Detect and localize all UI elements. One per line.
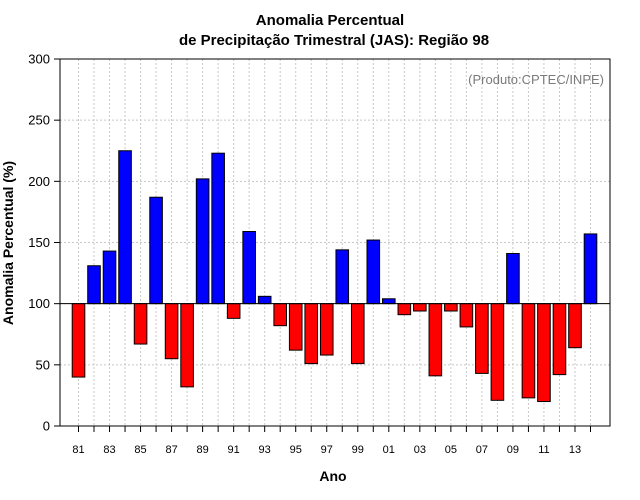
bar-08 bbox=[490, 303, 505, 401]
x-tick-label-93: 93 bbox=[259, 444, 271, 456]
x-tick-label-01: 01 bbox=[383, 444, 395, 456]
x-tick-label-91: 91 bbox=[228, 444, 240, 456]
bar-92 bbox=[242, 230, 256, 305]
x-tick-label-13: 13 bbox=[569, 444, 581, 456]
y-tick-label-50: 50 bbox=[36, 357, 50, 372]
bar-11 bbox=[537, 303, 551, 403]
x-tick-label-99: 99 bbox=[352, 444, 364, 456]
y-axis: 0 50 100 150 200 250 300 bbox=[28, 52, 60, 434]
x-axis: 81 83 85 87 89 91 93 95 97 99 01 03 05 07 09 11 13 bbox=[72, 426, 591, 456]
bar-04 bbox=[428, 303, 443, 377]
bar-01 bbox=[382, 298, 396, 305]
x-tick-label-09: 09 bbox=[507, 444, 519, 456]
x-tick-label-87: 87 bbox=[165, 444, 177, 456]
chart-title-line1: Anomalia Percentual bbox=[256, 12, 404, 29]
bar-99 bbox=[350, 303, 365, 365]
chart-title-line2: de Precipitação Trimestral (JAS): Região… bbox=[179, 32, 489, 49]
bar-91 bbox=[226, 303, 241, 319]
bar-13 bbox=[568, 303, 582, 349]
x-tick-label-05: 05 bbox=[445, 444, 457, 456]
x-axis-label: Ano bbox=[319, 468, 346, 484]
y-axis-label: Anomalia Percentual (%) bbox=[0, 161, 16, 325]
x-tick-label-83: 83 bbox=[103, 444, 115, 456]
bar-14 bbox=[583, 233, 598, 305]
bar-88 bbox=[180, 303, 194, 388]
bar-02 bbox=[397, 303, 412, 316]
bar-12 bbox=[552, 303, 567, 376]
bar-07 bbox=[475, 303, 489, 374]
bar-03 bbox=[413, 303, 427, 312]
x-tick-label-89: 89 bbox=[196, 444, 208, 456]
x-tick-label-95: 95 bbox=[290, 444, 302, 456]
bar-00 bbox=[366, 239, 381, 305]
bar-87 bbox=[164, 303, 179, 360]
y-tick-label-250: 250 bbox=[28, 113, 50, 128]
bar-90 bbox=[211, 152, 225, 305]
y-tick-label-0: 0 bbox=[43, 419, 50, 434]
bar-94 bbox=[273, 303, 287, 327]
credit-text: (Produto:CPTEC/INPE) bbox=[468, 72, 604, 87]
bar-95 bbox=[288, 303, 303, 351]
bar-81 bbox=[71, 303, 86, 378]
bar-86 bbox=[149, 196, 163, 305]
bar-96 bbox=[304, 303, 319, 365]
x-tick-label-11: 11 bbox=[538, 444, 549, 456]
y-tick-label-100: 100 bbox=[28, 296, 50, 311]
y-tick-label-200: 200 bbox=[28, 174, 50, 189]
bar-09 bbox=[506, 253, 520, 305]
bar-89 bbox=[195, 178, 210, 305]
bar-93 bbox=[257, 295, 272, 305]
bar-84 bbox=[118, 150, 132, 305]
bar-06 bbox=[459, 303, 474, 328]
x-tick-label-07: 07 bbox=[476, 444, 488, 456]
x-tick-label-81: 81 bbox=[72, 444, 84, 456]
bar-85 bbox=[133, 303, 148, 345]
x-tick-label-85: 85 bbox=[134, 444, 146, 456]
y-tick-label-150: 150 bbox=[28, 235, 50, 250]
bar-82 bbox=[87, 265, 101, 305]
bar-83 bbox=[102, 250, 117, 305]
bars bbox=[71, 150, 598, 403]
bar-05 bbox=[444, 303, 458, 312]
bar-98 bbox=[335, 249, 350, 305]
x-tick-label-03: 03 bbox=[414, 444, 426, 456]
bar-97 bbox=[319, 303, 334, 356]
y-tick-label-300: 300 bbox=[28, 52, 50, 67]
x-tick-label-97: 97 bbox=[321, 444, 333, 456]
bar-10 bbox=[521, 303, 536, 399]
